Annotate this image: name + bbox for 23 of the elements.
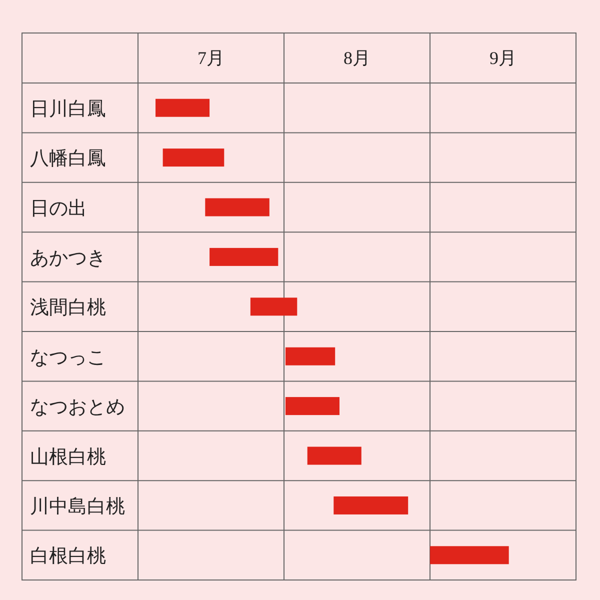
y-tick-label: なつっこ: [30, 347, 106, 368]
y-tick-label: 日の出: [30, 198, 87, 220]
bar: [156, 98, 210, 117]
bar: [285, 397, 340, 416]
y-tick-label: 浅間白桃: [30, 298, 106, 319]
y-tick-label: あかつき: [30, 248, 106, 269]
bar: [334, 496, 408, 514]
bar: [210, 248, 278, 266]
x-tick-label: 8月: [344, 48, 370, 68]
y-tick-label: なつおとめ: [30, 397, 125, 418]
bar: [205, 198, 270, 216]
bar: [162, 148, 224, 167]
x-tick-label: 7月: [198, 48, 224, 68]
y-tick-label: 白根白桃: [30, 546, 106, 568]
y-tick-label: 山根白桃: [30, 446, 106, 468]
bar: [285, 347, 336, 366]
x-tick-label: 9月: [490, 48, 516, 68]
bar: [430, 546, 509, 564]
y-tick-label: 日川白鳳: [30, 98, 106, 120]
bar: [250, 298, 298, 316]
y-tick-label: 八幡白鳳: [30, 148, 106, 170]
y-tick-label: 川中島白桃: [30, 496, 125, 518]
bar: [307, 446, 362, 465]
